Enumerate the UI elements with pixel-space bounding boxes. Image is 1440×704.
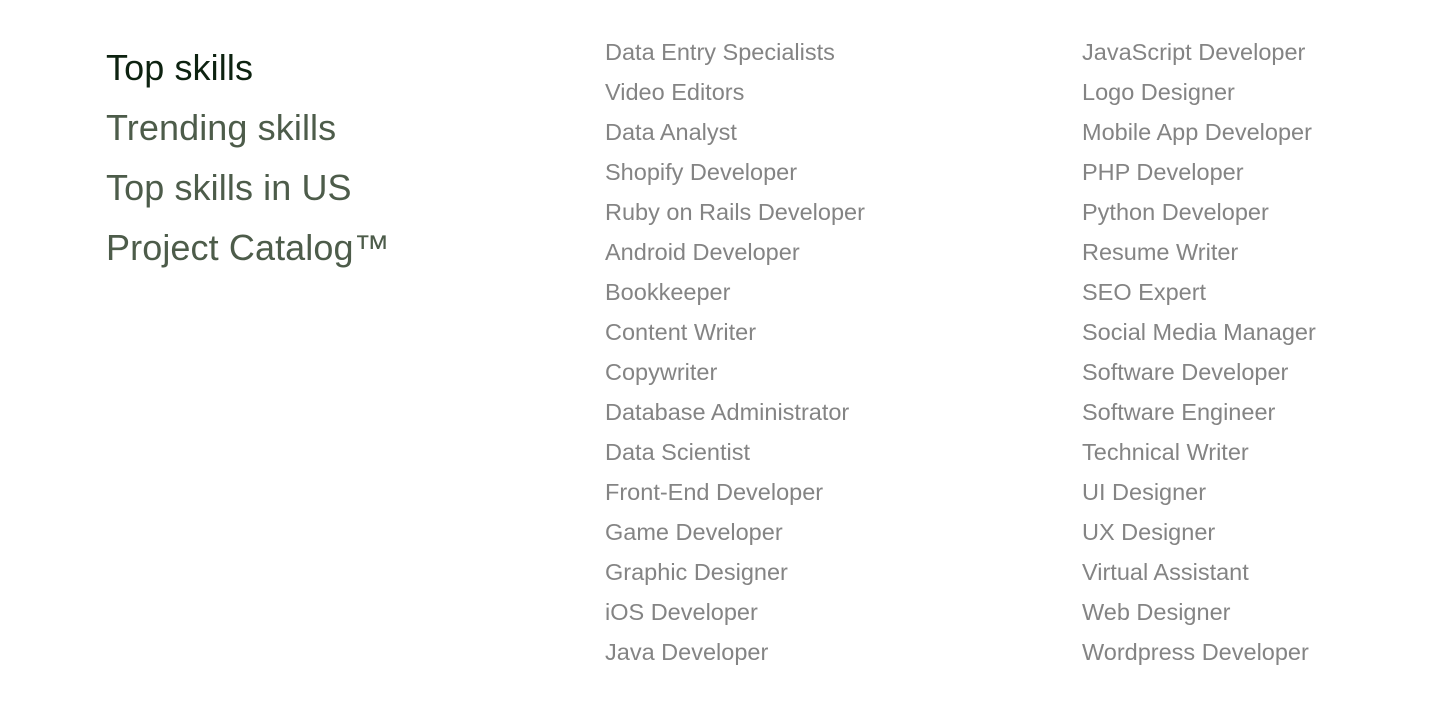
skill-link[interactable]: Shopify Developer [605,159,798,185]
skill-link[interactable]: Software Developer [1082,359,1289,385]
skill-link[interactable]: Data Entry Specialists [605,39,835,65]
skill-link[interactable]: Software Engineer [1082,399,1276,425]
skill-link[interactable]: JavaScript Developer [1082,39,1306,65]
skill-link[interactable]: Python Developer [1082,199,1269,225]
skill-link[interactable]: Wordpress Developer [1082,639,1309,665]
skill-link[interactable]: Technical Writer [1082,439,1249,465]
skill-link[interactable]: UX Designer [1082,519,1216,545]
skill-link[interactable]: Social Media Manager [1082,319,1316,345]
skill-link[interactable]: Content Writer [605,319,757,345]
skill-link[interactable]: Data Analyst [605,119,737,145]
skill-link[interactable]: Mobile App Developer [1082,119,1312,145]
skill-link[interactable]: Game Developer [605,519,783,545]
skill-link[interactable]: Android Developer [605,239,800,265]
skills-list-column-2: JavaScript Developer Logo Designer Mobil… [1082,32,1422,672]
skill-link[interactable]: PHP Developer [1082,159,1244,185]
tab-top-skills-in-us[interactable]: Top skills in US [106,167,352,208]
skill-link[interactable]: Resume Writer [1082,239,1239,265]
skill-category-tabs: Top skills Trending skills Top skills in… [106,38,546,278]
skill-link[interactable]: Front-End Developer [605,479,824,505]
skill-link[interactable]: Logo Designer [1082,79,1235,105]
skill-link[interactable]: SEO Expert [1082,279,1207,305]
skill-link[interactable]: iOS Developer [605,599,758,625]
tab-top-skills[interactable]: Top skills [106,47,254,88]
tab-project-catalog[interactable]: Project Catalog™ [106,227,390,268]
skill-link[interactable]: Database Administrator [605,399,850,425]
skill-link[interactable]: Copywriter [605,359,718,385]
skill-link[interactable]: UI Designer [1082,479,1207,505]
skill-link[interactable]: Bookkeeper [605,279,731,305]
skills-list-column-1: Data Entry Specialists Video Editors Dat… [605,32,1045,672]
tab-trending-skills[interactable]: Trending skills [106,107,337,148]
skill-link[interactable]: Web Designer [1082,599,1231,625]
skill-link[interactable]: Java Developer [605,639,769,665]
skill-link[interactable]: Virtual Assistant [1082,559,1249,585]
skill-link[interactable]: Data Scientist [605,439,750,465]
skill-link[interactable]: Ruby on Rails Developer [605,199,865,225]
skill-link[interactable]: Video Editors [605,79,745,105]
skill-link[interactable]: Graphic Designer [605,559,788,585]
